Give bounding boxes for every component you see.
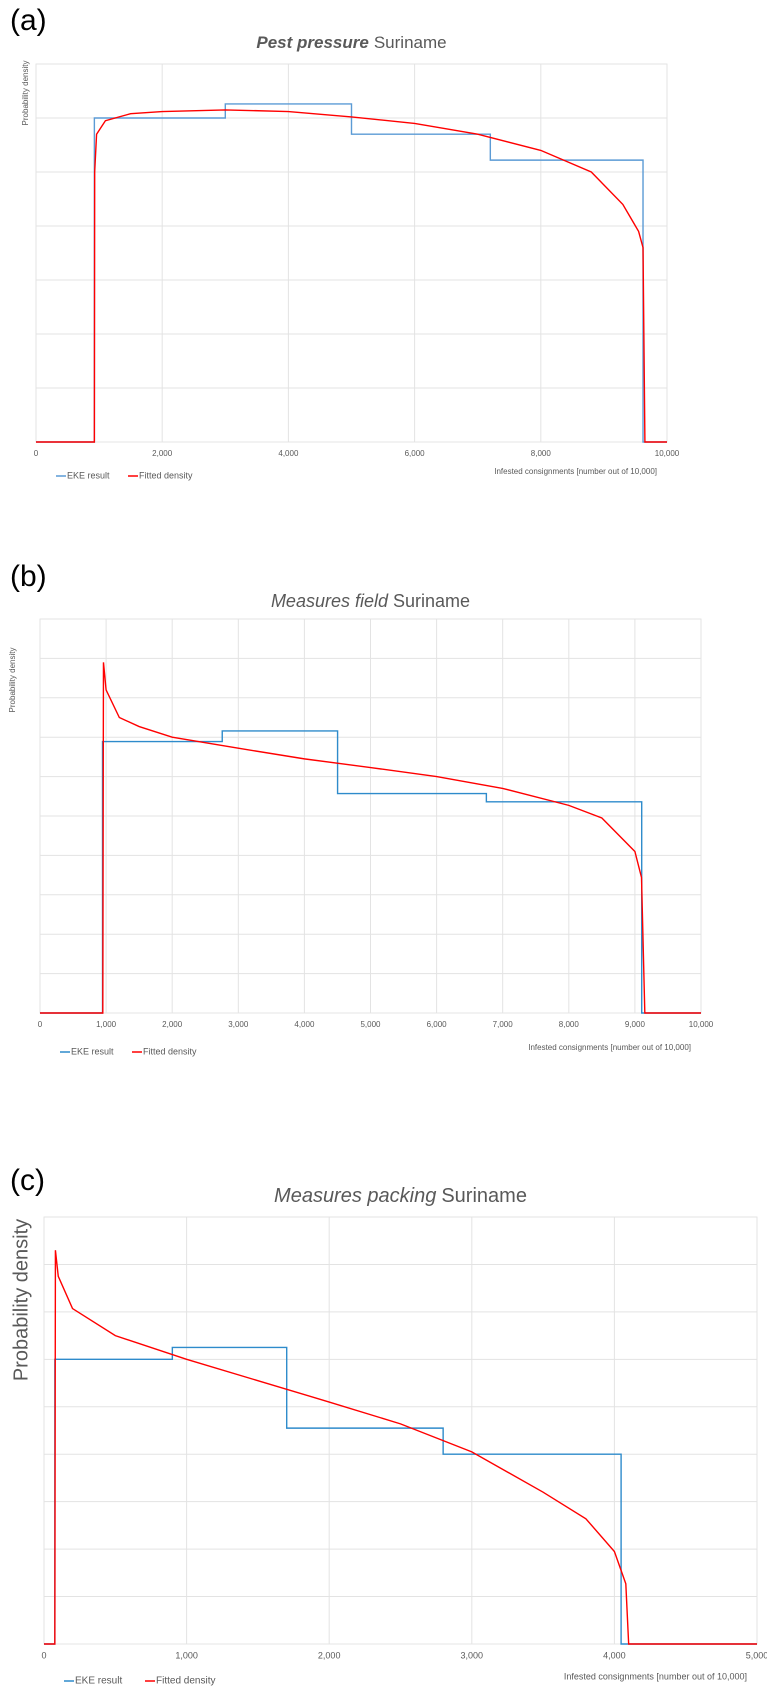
x-tick-label: 9,000 [625, 1020, 646, 1029]
y-axis-label: Probability density [21, 61, 30, 126]
legend-label: EKE result [75, 1676, 122, 1687]
legend-label: EKE result [67, 470, 110, 480]
chart: (b) Measures field Suriname 0 1,000 2,000 3,00… [8, 560, 714, 1056]
series-line [36, 109, 667, 443]
chart: (a) Pest pressure Suriname 0 2,000 4,000 6,000… [10, 4, 680, 480]
plot-border [43, 1216, 758, 1645]
legend-label: Fitted density [143, 1046, 197, 1056]
legend-label: EKE result [71, 1046, 114, 1056]
chart-title: Pest pressure Suriname [256, 33, 446, 52]
title-rest: Suriname [374, 33, 447, 52]
x-tick-label: 7,000 [493, 1020, 514, 1029]
series-line [36, 103, 667, 443]
x-tick-label: 0 [38, 1020, 43, 1029]
panel-label: (b) [10, 560, 47, 593]
x-tick-label: 3,000 [228, 1020, 249, 1029]
panel-label: (c) [10, 1164, 45, 1197]
x-tick-label: 3,000 [461, 1650, 484, 1660]
legend-label: Fitted density [139, 470, 193, 480]
y-axis-label: Probability density [10, 1219, 32, 1381]
x-tick-label: 6,000 [427, 1020, 448, 1029]
x-tick-label: 1,000 [96, 1020, 117, 1029]
x-tick-label: 4,000 [603, 1650, 626, 1660]
x-tick-label: 10,000 [655, 449, 680, 458]
x-axis-label: Infested consignments [number out of 10,… [564, 1671, 747, 1681]
chart-title: Measures field Suriname [271, 591, 470, 611]
x-tick-label: 2,000 [318, 1650, 341, 1660]
series-line [44, 1346, 757, 1645]
series-line [44, 1250, 757, 1645]
x-tick-label: 6,000 [405, 449, 426, 458]
x-tick-label: 8,000 [559, 1020, 580, 1029]
x-tick-label: 5,000 [360, 1020, 381, 1029]
x-axis-label: Infested consignments [number out of 10,… [494, 467, 657, 476]
x-tick-label: 5,000 [746, 1650, 767, 1660]
title-rest: Suriname [441, 1185, 527, 1207]
x-tick-label: 8,000 [531, 449, 552, 458]
title-italic: Measures field [271, 591, 389, 611]
x-tick-label: 10,000 [689, 1020, 714, 1029]
legend-label: Fitted density [156, 1676, 215, 1687]
title-italic: Measures packing [274, 1185, 436, 1207]
x-tick-label: 4,000 [294, 1020, 315, 1029]
x-tick-label: 2,000 [162, 1020, 183, 1029]
chart-title: Measures packing Suriname [274, 1185, 527, 1207]
x-tick-label: 0 [34, 449, 39, 458]
y-axis-label: Probability density [8, 648, 17, 713]
panel-label: (a) [10, 4, 47, 37]
x-tick-label: 4,000 [278, 449, 299, 458]
x-tick-label: 1,000 [175, 1650, 198, 1660]
series-line [40, 662, 701, 1014]
chart: (c) Measures packing Suriname 0 1,000 2,000 3,… [10, 1164, 767, 1687]
title-italic: Pest pressure [256, 33, 368, 52]
title-rest: Suriname [393, 591, 470, 611]
x-axis-label: Infested consignments [number out of 10,… [528, 1043, 691, 1052]
x-tick-label: 2,000 [152, 449, 173, 458]
x-tick-label: 0 [41, 1650, 46, 1660]
